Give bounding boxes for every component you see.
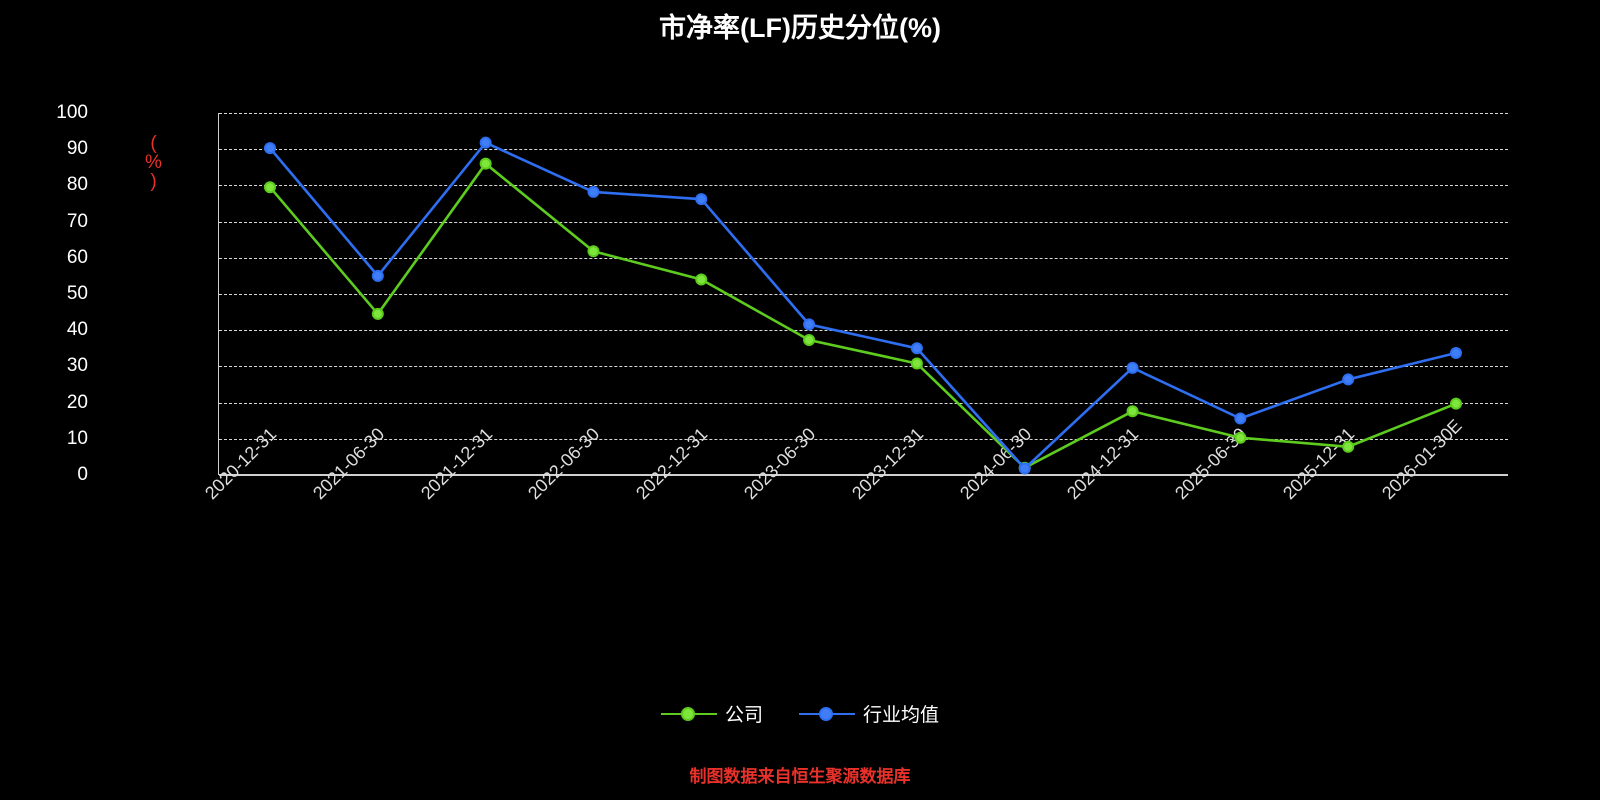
legend-label: 公司 — [724, 705, 763, 726]
legend-item[interactable]: 公司 — [660, 700, 763, 727]
legend-item[interactable]: 行业均值 — [799, 700, 939, 727]
legend: 公司 行业均值 — [0, 700, 1600, 727]
footnote: 制图数据来自恒生聚源数据库 — [689, 767, 911, 786]
y-axis-tick-label: 90 — [66, 138, 88, 160]
data-point — [1234, 412, 1247, 425]
data-point — [479, 157, 492, 170]
gridline — [219, 402, 1508, 404]
y-axis-label: (%) — [143, 133, 164, 190]
data-point — [1450, 397, 1462, 410]
data-point — [1126, 361, 1139, 374]
y-axis-tick-label: 50 — [66, 283, 88, 304]
data-point — [1450, 347, 1462, 360]
data-point — [371, 269, 384, 282]
y-axis-tick-label: 80 — [66, 174, 88, 196]
data-point — [803, 318, 816, 331]
gridline — [219, 149, 1508, 151]
data-point — [803, 333, 816, 346]
series-line — [269, 161, 1457, 470]
y-axis-tick-label: 100 — [56, 102, 88, 123]
data-point — [587, 245, 600, 258]
data-point — [371, 307, 384, 320]
data-point — [1342, 373, 1355, 386]
data-point — [264, 142, 276, 155]
data-point — [1342, 440, 1355, 453]
data-point — [910, 342, 923, 355]
gridline — [219, 257, 1508, 259]
plot-area — [218, 113, 1508, 476]
data-point — [1126, 405, 1139, 418]
data-point — [695, 273, 708, 286]
data-point — [695, 193, 708, 206]
y-axis-tick-label: 20 — [66, 391, 88, 413]
gridline — [219, 294, 1508, 295]
gridline — [219, 475, 1508, 476]
y-axis-tick-label: 60 — [66, 246, 88, 268]
data-point — [479, 136, 492, 149]
y-axis-tick-label: 70 — [66, 210, 88, 232]
gridline — [219, 330, 1508, 332]
gridline — [219, 366, 1508, 368]
y-axis-tick-label: 30 — [66, 355, 88, 377]
gridline — [219, 438, 1508, 440]
legend-label: 行业均值 — [863, 705, 940, 726]
y-axis-tick-label: 10 — [66, 427, 88, 449]
gridline — [219, 185, 1508, 187]
data-point — [587, 185, 600, 198]
gridline — [219, 113, 1508, 114]
legend-marker-icon — [799, 706, 855, 721]
page-title: 市净率(LF)历史分位(%) — [659, 13, 941, 43]
legend-marker-icon — [660, 706, 717, 721]
y-axis-tick-label: 40 — [66, 319, 88, 341]
series-line — [269, 141, 1457, 471]
data-point — [264, 181, 276, 194]
y-axis-tick-label: 0 — [77, 464, 88, 485]
gridline — [219, 221, 1508, 223]
data-point — [1234, 431, 1247, 444]
data-point — [910, 357, 923, 370]
data-point — [1018, 462, 1031, 475]
